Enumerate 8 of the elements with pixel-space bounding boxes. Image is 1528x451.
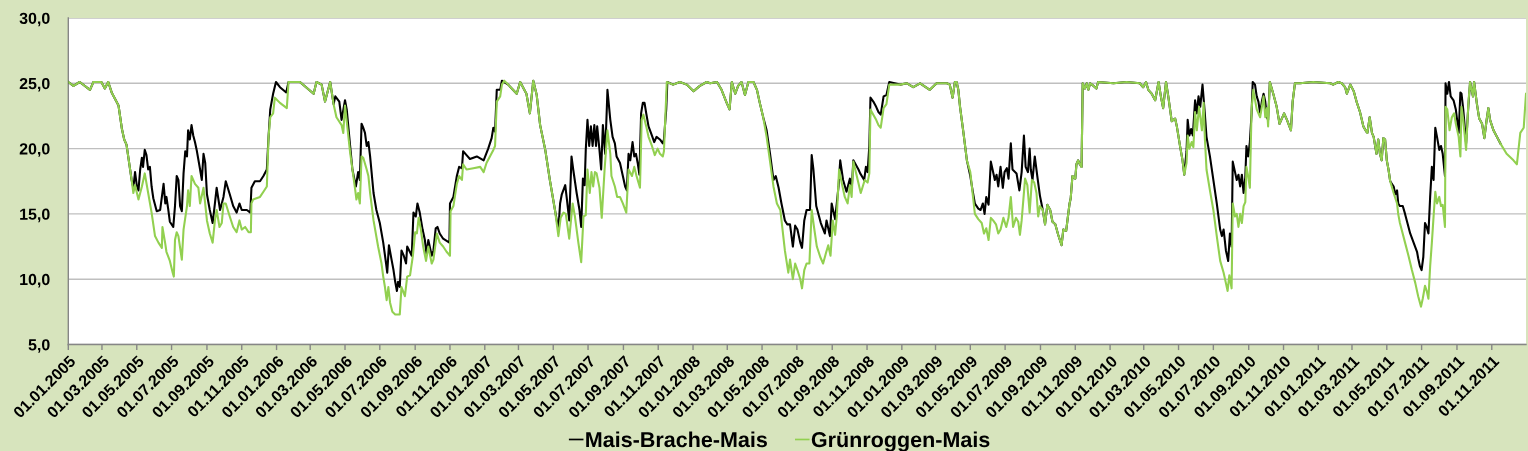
y-tick-label: 25,0 [19,77,50,92]
legend-label: Grünroggen-Mais [811,431,990,451]
y-tick-label: 5,0 [28,339,50,353]
y-tick-label: 20,0 [19,143,50,157]
y-tick-label: 30,0 [19,12,50,27]
y-tick-label: 15,0 [20,208,50,223]
legend-label: Mais-Brache-Mais [586,431,767,448]
y-tick-label: 10,0 [20,273,50,288]
